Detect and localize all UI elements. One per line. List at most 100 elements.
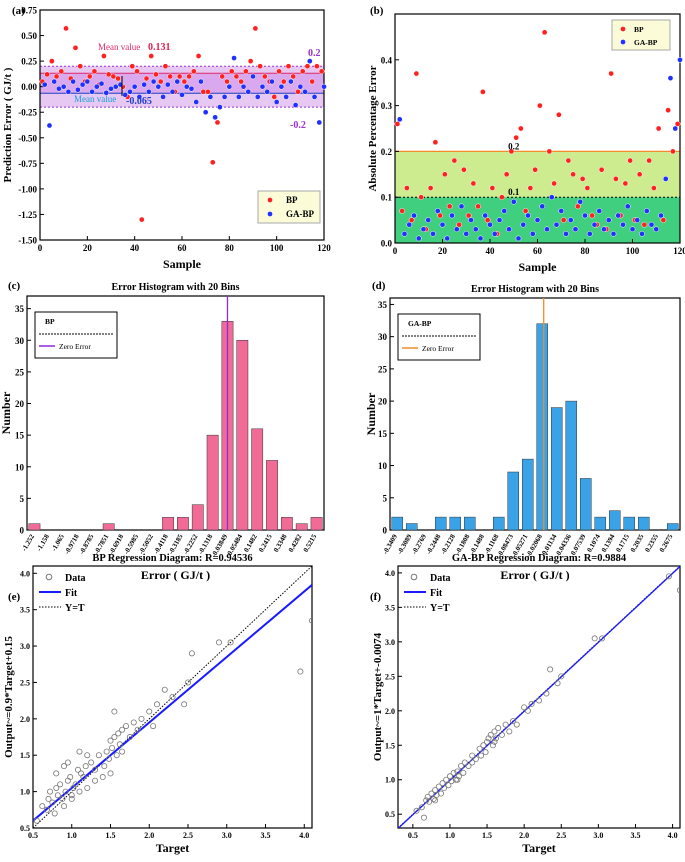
a-bp-point [271,94,278,100]
e-xtick-label: 4.0 [299,831,309,840]
b-bp-point [470,180,477,187]
a-gabp-point [269,78,275,85]
b-bp-point [608,70,614,77]
a-bp-point [190,68,197,75]
c-bar [280,517,293,531]
c-bar [251,428,264,531]
f-legend-data-marker [410,573,418,581]
e-data-point [153,701,160,708]
a-gabp-point [41,81,48,88]
e-legend-data-marker [45,573,53,581]
e-data-point [115,730,122,737]
e-data-point [309,617,312,624]
f-data-point [448,778,455,785]
b-bp-point [518,125,524,132]
f-legend-data-label: Data [430,573,451,584]
a-bp-point [129,63,136,70]
a-gabp-point [207,94,214,100]
a-gabp-point [259,83,266,90]
a-gabp-point [98,80,105,87]
e-data-point [64,759,71,766]
e-data-point [181,701,188,708]
a-gabp-point [311,94,318,100]
d-legend-title: GA-BP [408,319,432,328]
b-gabp-point [487,221,493,228]
e-data-point [43,806,50,813]
d-bar [492,516,505,531]
a-bp-point [205,88,211,95]
f-ytick-label: 2.0 [385,707,395,716]
f-data-point [458,762,465,769]
d-bar [463,516,476,531]
f-data-point [450,769,457,776]
e-data-point [297,668,304,675]
b-bp-point [480,89,486,95]
f-data-point [430,796,437,803]
a-gabp-point [240,83,247,90]
b-gabp-point [415,235,422,242]
a-gabp-point [235,94,242,100]
c-ylabel: Number [0,391,13,434]
b-ytick-label: 0.3 [381,101,393,111]
f-data-point [454,776,461,783]
e-ylabel: Output~=0.9*Target+0.15 [3,636,15,758]
b-bp-point [484,217,491,223]
b-gabp-point [401,230,408,237]
f-xtick-label: 3.5 [630,831,640,840]
a-bp-point [285,63,292,70]
e-data-point [146,708,153,715]
b-gabp-point [510,198,517,205]
a-gabp-point [231,55,237,61]
b-line-01-label: 0.1 [508,187,520,197]
a-bp-point [200,88,207,95]
a-bp-point [63,25,69,32]
c-bar [295,523,308,531]
e-identity-line [33,566,312,828]
b-gabp-point [520,221,527,228]
f-data-point [599,635,606,642]
b-gabp-point [672,125,679,132]
a-gabp-point [160,94,166,100]
f-data-point [461,759,468,766]
b-bp-point [465,212,472,219]
e-xtick-label: 0.5 [28,831,38,840]
a-legend-gabp-label: GA-BP [286,209,315,219]
e-data-point [68,792,75,799]
a-gabp-point [283,94,289,100]
b-bp-point [503,171,510,178]
e-data-point [215,639,222,646]
b-ytick-label: 0.0 [381,239,393,249]
a-bp-point [224,78,230,85]
b-gabp-point [544,226,550,233]
a-gabp-point [146,88,152,95]
a-bp-point [295,88,301,95]
e-data-point [123,723,130,730]
b-ytick-label: 0.2 [381,147,393,157]
f-data-point [528,700,535,707]
e-data-point [130,719,137,726]
f-data-point [469,752,476,759]
f-data-point [482,749,489,756]
a-gabp-point [60,83,67,90]
a-bp-point [299,68,306,75]
a-gabp-point [306,58,313,64]
a-xtick-label: 120 [317,243,331,253]
f-xtick-label: 2.0 [519,831,529,840]
d-bar [608,510,621,531]
b-gabp-point [477,235,484,242]
a-ytick-label: -1.25 [18,210,37,220]
f-data-point [433,791,440,798]
a-gabp-point [65,88,72,95]
a-bp-point [181,78,188,85]
a-bp-point [143,75,150,82]
a-gabp-point [198,78,204,85]
b-xtick-label: 60 [533,246,543,256]
a-gabp-point [288,78,294,85]
a-ytick-label: 0.75 [21,6,37,16]
e-data-point [33,817,40,824]
b-bp-point [641,221,648,228]
f-plot-frame [397,565,681,829]
c-bar [177,517,189,531]
b-gabp-point [553,221,560,228]
e-data-point [62,788,69,795]
